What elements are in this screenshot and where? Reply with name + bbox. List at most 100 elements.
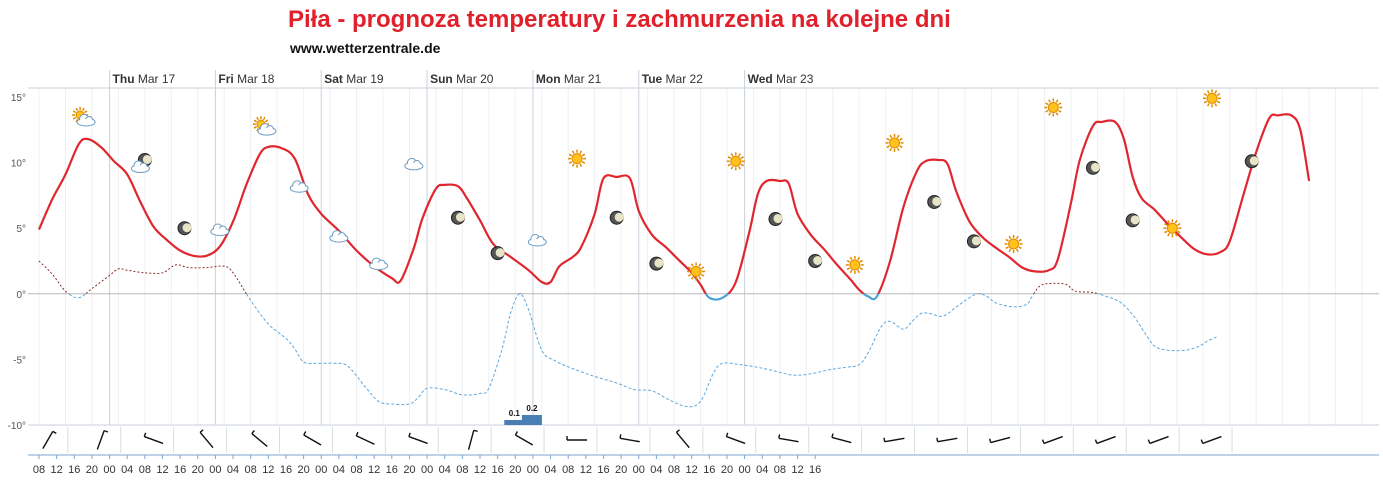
sun-ray [1164,223,1168,226]
wind-arrow-icon [725,427,757,453]
sun-ray [571,150,575,154]
hour-tick-label: 16 [597,464,609,476]
hour-tick-label: 04 [544,464,556,476]
wind-shaft [619,437,640,443]
sun-ray [1203,93,1208,96]
sun-cloud-icon [72,106,96,127]
source-url: www.wetterzentrale.de [290,40,441,56]
hour-tick-label: 00 [633,464,645,476]
sun-ray [698,263,702,267]
moon-crescent [1249,156,1259,166]
sun-ray [1055,99,1059,103]
wind-shaft [1043,435,1063,445]
sun-ray [72,110,77,114]
sun-icon [845,255,864,274]
y-tick-label: 5° [16,224,26,235]
hour-tick-label: 20 [192,464,204,476]
hour-tick-label: 08 [33,464,45,476]
sun-disc [690,265,702,277]
hour-tick-label: 20 [86,464,98,476]
sun-ray [1045,102,1049,106]
moon-crescent [971,236,981,246]
wind-arrow-icon [936,427,968,453]
hour-tick-label: 12 [686,464,698,476]
sun-ray [730,153,734,157]
sun-ray [846,259,851,263]
wind-barb [1094,439,1098,444]
sun-ray [730,166,734,170]
sun-ray [75,118,79,123]
sun-ray [690,263,694,267]
sun-ray [1058,102,1062,106]
wind-shaft [355,435,375,445]
wind-shaft [199,431,214,449]
cloud-fill [78,118,95,125]
hour-tick-label: 04 [756,464,768,476]
moon-icon [1085,160,1100,175]
wind-shaft [937,437,958,443]
sun-disc [849,259,861,271]
day-label: Wed Mar 23 [748,72,814,86]
sun-ray [1167,233,1171,237]
sun-icon [885,133,904,152]
day-label: Sun Mar 20 [430,72,494,86]
sun-ray [857,269,860,274]
day-label: Mon Mar 21 [536,72,602,86]
sun-icon [1004,234,1023,253]
wind-barb [725,432,729,437]
sun-ray [886,145,890,149]
wind-arrow-icon [778,427,810,453]
wind-arrow-icon [303,427,333,453]
moon-crescent [614,212,624,222]
sun-cloud-icon [252,116,277,136]
wind-shaft [467,430,475,450]
sun-ray [889,134,893,139]
wind-shaft [726,435,746,445]
cloud-fill [291,185,308,192]
sun-icon [568,149,587,168]
hour-tick-label: 08 [139,464,151,476]
sun-ray [846,267,851,271]
wind-barb [619,434,622,439]
sun-ray [1214,90,1218,94]
wind-barb [778,434,781,439]
sun-ray [899,137,903,141]
wind-shaft [884,437,905,443]
sun-ray [1015,235,1019,240]
wind-shaft [515,434,534,446]
sun-ray [738,166,741,170]
wind-shaft [1149,435,1169,445]
cloud-icon [130,160,150,174]
cloud-icon [369,257,389,271]
sun-ray [1203,100,1208,104]
weather-icon-layer [72,89,1259,281]
wind-barb [1200,439,1204,444]
sun-ray [700,266,705,270]
wind-arrow-icon [1041,427,1074,453]
hour-tick-label: 08 [668,464,680,476]
moon-crescent [1090,162,1100,172]
sun-ray [849,269,853,274]
hour-tick-label: 16 [68,464,80,476]
wind-arrow-icon [467,427,492,453]
hour-tick-label: 00 [738,464,750,476]
series-layer: 0.1 0.2 [37,113,1311,425]
wind-barb [883,437,886,442]
sun-ray [859,267,864,271]
sun-ray [1055,112,1059,116]
wind-arrow-icon [883,427,916,453]
wind-shaft [251,433,268,447]
wind-shaft [1202,435,1222,445]
cloud-icon [404,157,424,171]
moon-icon [927,194,942,209]
wind-shaft [144,435,164,445]
day-label: Fri Mar 18 [218,72,274,86]
sun-ray [740,163,744,167]
sun-ray [886,137,890,141]
wind-arrow-icon [199,427,228,453]
wind-arrow-icon [1200,427,1233,453]
wind-shaft [831,436,852,444]
hour-tick-label: 04 [333,464,345,476]
precip-label: 0.2 [526,404,538,413]
hour-tick-label: 20 [297,464,309,476]
